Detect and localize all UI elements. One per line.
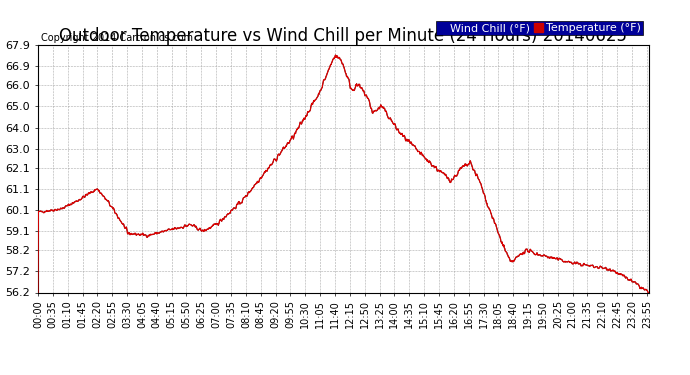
Text: Copyright 2014 Cartronics.com: Copyright 2014 Cartronics.com xyxy=(41,33,193,42)
Legend: Wind Chill (°F), Temperature (°F): Wind Chill (°F), Temperature (°F) xyxy=(436,21,643,35)
Title: Outdoor Temperature vs Wind Chill per Minute (24 Hours) 20140625: Outdoor Temperature vs Wind Chill per Mi… xyxy=(59,27,627,45)
